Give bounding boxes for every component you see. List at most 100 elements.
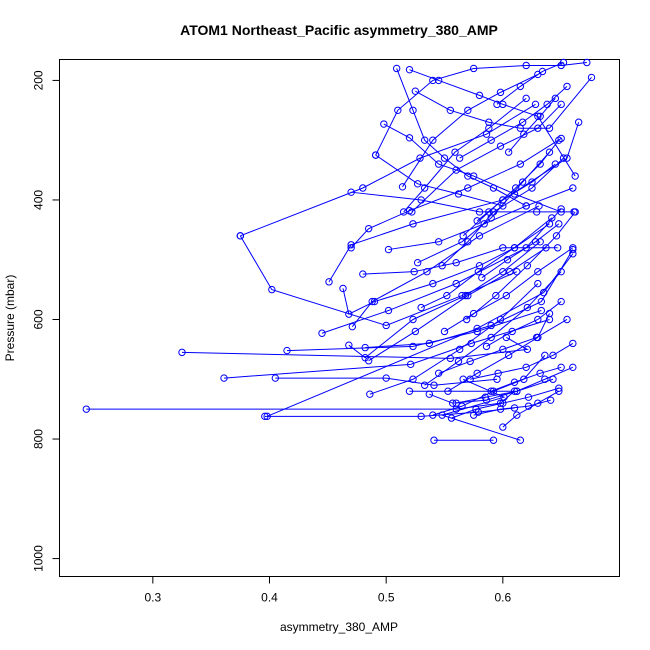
profile-series — [347, 188, 578, 216]
data-point — [444, 387, 452, 395]
data-point — [516, 436, 525, 444]
data-point — [551, 160, 560, 168]
data-point — [394, 106, 402, 115]
data-point — [325, 278, 333, 286]
series-line — [508, 98, 556, 153]
data-point — [536, 160, 544, 168]
data-point — [440, 154, 449, 162]
profile-series — [438, 154, 568, 270]
y-tick-label: 400 — [32, 190, 46, 210]
data-point — [416, 154, 424, 162]
x-axis-label: asymmetry_380_AMP — [280, 620, 398, 634]
data-point — [429, 136, 437, 144]
data-point — [524, 393, 533, 401]
profile-series — [366, 279, 542, 398]
data-point — [520, 130, 528, 138]
data-point — [557, 208, 565, 216]
data-point — [452, 166, 460, 174]
data-point — [339, 284, 347, 293]
data-point — [455, 345, 464, 354]
data-point — [531, 238, 540, 246]
data-point — [563, 82, 571, 91]
data-point — [82, 405, 91, 413]
data-point — [178, 348, 186, 357]
data-point — [345, 310, 353, 318]
data-point — [425, 339, 434, 348]
data-point — [574, 118, 583, 126]
profile-series — [473, 160, 560, 225]
series-line — [266, 253, 574, 417]
data-point — [429, 411, 437, 419]
data-point — [480, 220, 488, 228]
data-point — [464, 172, 472, 180]
series-line — [476, 163, 556, 222]
data-point — [571, 172, 579, 180]
series-line — [456, 366, 574, 404]
profile-series — [482, 297, 565, 351]
data-point — [494, 369, 502, 377]
data-point — [536, 369, 544, 377]
data-point — [434, 369, 443, 377]
series-line — [86, 390, 516, 410]
data-point — [361, 343, 369, 352]
profile-series — [504, 94, 560, 156]
series-line — [181, 336, 529, 359]
series-line — [223, 319, 550, 379]
series-line — [321, 208, 562, 334]
data-point — [425, 390, 434, 398]
series-line — [275, 377, 498, 386]
data-point — [409, 315, 417, 324]
data-point — [345, 341, 353, 349]
profile-series — [348, 202, 543, 331]
data-point — [466, 357, 474, 366]
series-line — [351, 205, 540, 327]
data-point — [462, 315, 471, 324]
data-point — [487, 387, 495, 395]
data-point — [489, 208, 498, 216]
series-line — [470, 342, 574, 380]
profile-series — [261, 404, 519, 421]
data-point — [454, 357, 463, 366]
series-line — [432, 355, 546, 416]
data-point — [482, 342, 491, 351]
data-point — [489, 387, 498, 395]
data-point — [420, 136, 429, 144]
y-tick-label: 600 — [32, 309, 46, 329]
data-point — [451, 148, 459, 156]
data-point — [559, 58, 568, 67]
x-tick-label: 0.4 — [261, 591, 278, 605]
data-point — [405, 387, 414, 395]
data-point — [522, 61, 530, 70]
data-point — [263, 412, 271, 421]
data-point — [534, 279, 542, 288]
data-point — [464, 291, 472, 300]
series-line — [438, 319, 568, 374]
data-point — [382, 374, 390, 382]
data-point — [318, 329, 326, 337]
data-point — [502, 333, 511, 342]
data-point — [523, 303, 532, 312]
data-point — [534, 267, 542, 276]
data-point — [548, 214, 556, 222]
data-point — [499, 100, 507, 109]
data-point — [559, 154, 568, 162]
x-tick-label: 0.5 — [378, 591, 395, 605]
x-tick-label: 0.6 — [494, 591, 511, 605]
data-point — [569, 363, 577, 372]
profile-series — [411, 73, 596, 132]
data-point — [409, 342, 417, 351]
data-point — [399, 208, 408, 216]
data-point — [557, 297, 565, 306]
data-point — [523, 345, 532, 354]
data-point — [487, 136, 495, 144]
data-point — [587, 73, 596, 82]
series-line — [365, 249, 574, 349]
data-point — [504, 351, 513, 360]
data-point — [440, 327, 449, 336]
data-point — [516, 160, 525, 168]
data-point — [552, 232, 561, 240]
data-point — [549, 351, 557, 360]
data-point — [417, 412, 425, 421]
data-point — [557, 363, 565, 372]
data-point — [382, 321, 390, 330]
